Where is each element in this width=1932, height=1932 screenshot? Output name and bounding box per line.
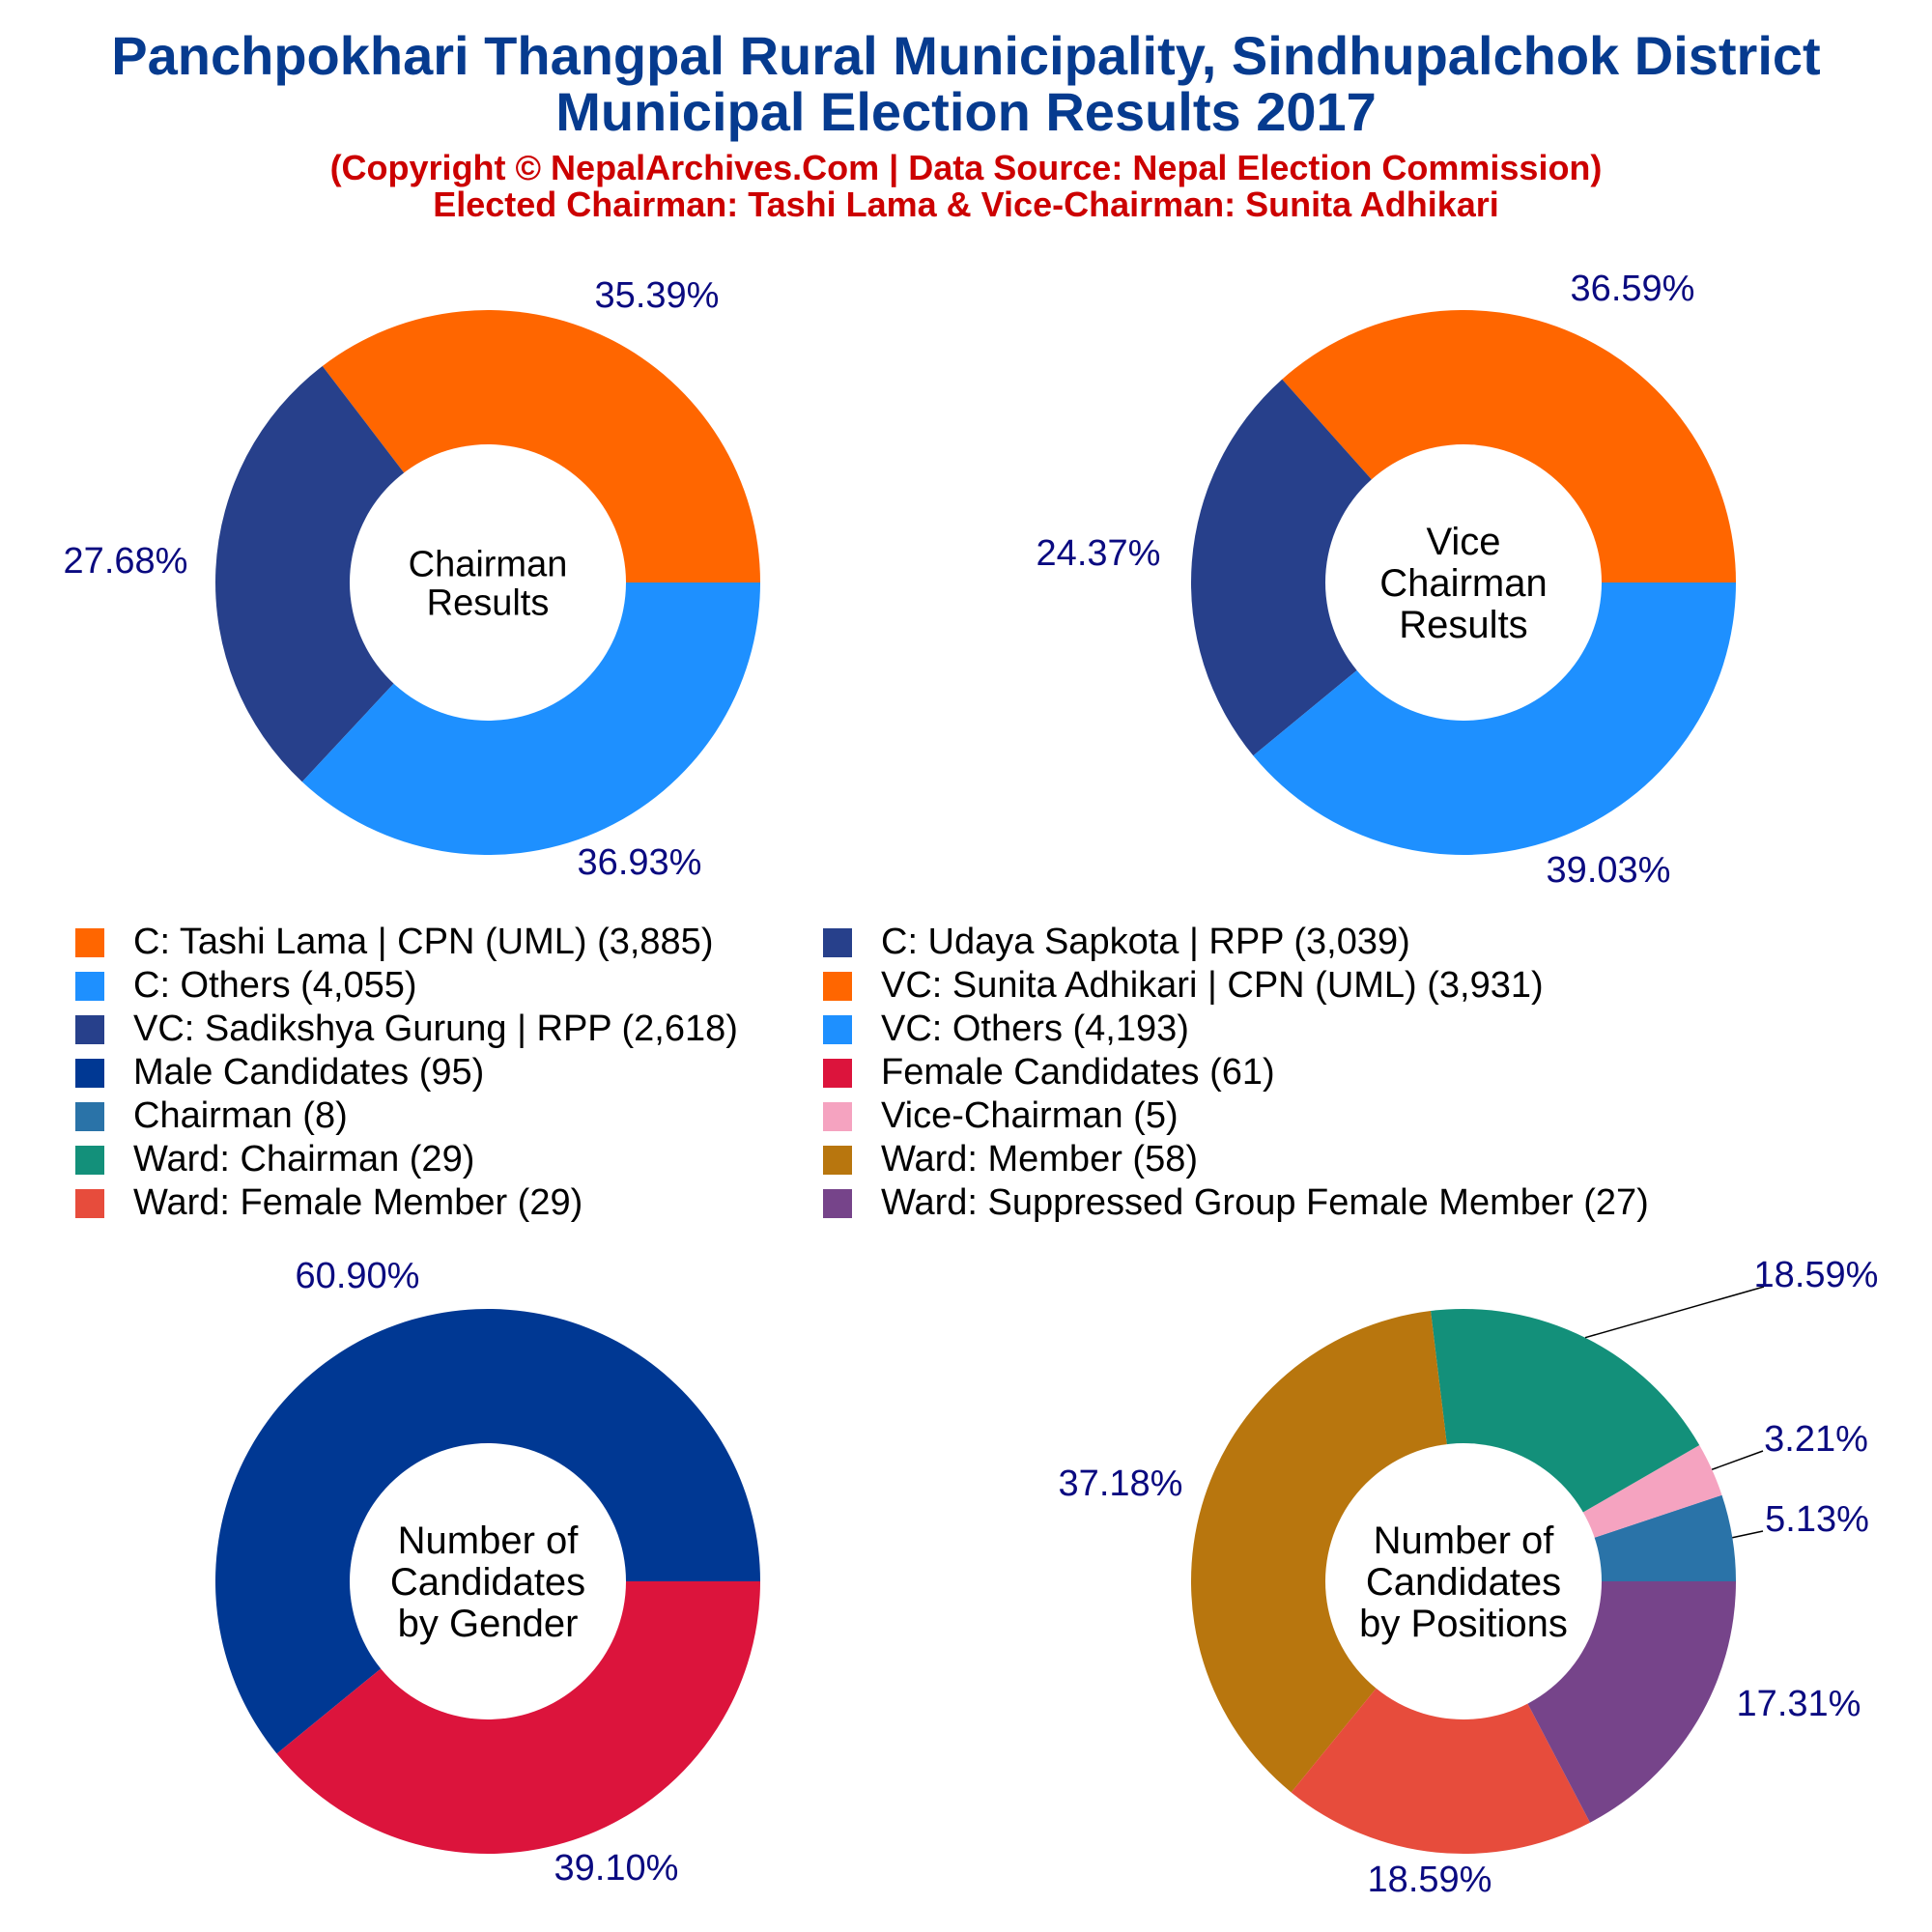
legend-swatch xyxy=(75,927,104,957)
legend-item-left-0: C: Tashi Lama | CPN (UML) (3,885) xyxy=(75,921,738,964)
pct-label-0-0: 35.39% xyxy=(595,275,720,316)
legend-swatch xyxy=(823,1101,852,1131)
pct-label-0-1: 27.68% xyxy=(64,541,188,582)
legend-item-right-2: VC: Others (4,193) xyxy=(823,1008,1649,1051)
center-label-1-0: Vice xyxy=(1426,521,1500,563)
leader-line-3-1 xyxy=(1711,1450,1764,1470)
pct-label-1-0: 36.59% xyxy=(1571,269,1695,309)
pie-slice-1-2 xyxy=(1253,582,1736,856)
donut-hole-0 xyxy=(350,444,626,721)
elected-officials-line: Elected Chairman: Tashi Lama & Vice-Chai… xyxy=(433,185,1499,224)
center-label-0-0: Chairman xyxy=(409,544,568,584)
chart-title-line2: Municipal Election Results 2017 xyxy=(555,81,1377,142)
pct-label-3-5: 17.31% xyxy=(1737,1684,1861,1724)
legend-label: C: Udaya Sapkota | RPP (3,039) xyxy=(881,922,1410,962)
pie-slice-0-2 xyxy=(301,582,760,855)
legend-label: VC: Sadikshya Gurung | RPP (2,618) xyxy=(133,1009,738,1049)
legend-swatch xyxy=(823,1188,852,1218)
legend-label: Ward: Member (58) xyxy=(881,1139,1198,1179)
donut-hole-1 xyxy=(1325,444,1602,721)
legend-swatch xyxy=(823,1145,852,1175)
pct-label-2-1: 39.10% xyxy=(554,1848,679,1889)
copyright-line: (Copyright © NepalArchives.Com | Data So… xyxy=(329,148,1603,187)
legend-label: Ward: Chairman (29) xyxy=(133,1139,475,1179)
center-label-1-2: Results xyxy=(1399,604,1527,646)
chart-title-line1: Panchpokhari Thangpal Rural Municipality… xyxy=(111,25,1821,86)
pie-slice-2-1 xyxy=(276,1581,760,1855)
legend-swatch xyxy=(823,971,852,1001)
legend-swatch xyxy=(823,1058,852,1088)
pie-slice-1-0 xyxy=(1282,309,1736,582)
legend-label: C: Others (4,055) xyxy=(133,965,417,1006)
legend-swatch xyxy=(75,1058,104,1088)
legend-swatch xyxy=(823,927,852,957)
donut-hole-2 xyxy=(350,1443,626,1719)
legend-label: VC: Sunita Adhikari | CPN (UML) (3,931) xyxy=(881,965,1544,1006)
legend-item-left-4: Chairman (8) xyxy=(75,1094,738,1138)
legend-item-left-5: Ward: Chairman (29) xyxy=(75,1138,738,1181)
legend-label: Chairman (8) xyxy=(133,1095,348,1136)
center-label-2-2: by Gender xyxy=(398,1603,579,1645)
center-label-3-0: Number of xyxy=(1374,1520,1555,1562)
legend-swatch xyxy=(75,971,104,1001)
pct-label-3-3: 37.18% xyxy=(1059,1463,1183,1504)
pct-label-1-1: 24.37% xyxy=(1037,533,1161,574)
pct-label-1-2: 39.03% xyxy=(1547,850,1671,891)
legend-item-right-6: Ward: Suppressed Group Female Member (27… xyxy=(823,1181,1649,1225)
pct-label-0-2: 36.93% xyxy=(578,842,702,883)
pie-slice-3-3 xyxy=(1191,1311,1463,1793)
legend-item-right-0: C: Udaya Sapkota | RPP (3,039) xyxy=(823,921,1649,964)
legend-swatch xyxy=(75,1014,104,1044)
pie-slice-0-0 xyxy=(322,310,760,582)
pct-label-3-0: 5.13% xyxy=(1765,1499,1869,1540)
donut-hole-3 xyxy=(1325,1443,1602,1719)
legend-right: C: Udaya Sapkota | RPP (3,039) VC: Sunita… xyxy=(823,921,1649,1225)
center-label-3-2: by Positions xyxy=(1359,1603,1568,1645)
leader-line-3-0 xyxy=(1732,1530,1764,1539)
legend-swatch xyxy=(75,1145,104,1175)
legend-swatch xyxy=(75,1188,104,1218)
center-label-3-1: Candidates xyxy=(1366,1561,1561,1604)
legend-item-left-2: VC: Sadikshya Gurung | RPP (2,618) xyxy=(75,1008,738,1051)
legend-item-right-3: Female Candidates (61) xyxy=(823,1051,1649,1094)
pct-label-3-1: 3.21% xyxy=(1764,1419,1868,1460)
center-label-1-1: Chairman xyxy=(1379,562,1547,605)
center-label-2-0: Number of xyxy=(398,1520,580,1562)
legend-label: Male Candidates (95) xyxy=(133,1052,485,1093)
leader-line-3-2 xyxy=(1584,1286,1765,1339)
pct-label-2-0: 60.90% xyxy=(296,1256,420,1296)
legend-item-right-5: Ward: Member (58) xyxy=(823,1138,1649,1181)
legend-swatch xyxy=(75,1101,104,1131)
legend-item-left-6: Ward: Female Member (29) xyxy=(75,1181,738,1225)
legend-item-right-1: VC: Sunita Adhikari | CPN (UML) (3,931) xyxy=(823,964,1649,1008)
pct-label-3-2: 18.59% xyxy=(1754,1255,1879,1295)
legend-label: Vice-Chairman (5) xyxy=(881,1095,1179,1136)
pct-label-3-4: 18.59% xyxy=(1368,1860,1492,1900)
legend-item-right-4: Vice-Chairman (5) xyxy=(823,1094,1649,1138)
legend-label: Ward: Female Member (29) xyxy=(133,1182,583,1223)
legend-swatch xyxy=(823,1014,852,1044)
legend-label: Female Candidates (61) xyxy=(881,1052,1275,1093)
legend-left: C: Tashi Lama | CPN (UML) (3,885) C: Othe… xyxy=(75,921,738,1225)
legend-item-left-3: Male Candidates (95) xyxy=(75,1051,738,1094)
legend-item-left-1: C: Others (4,055) xyxy=(75,964,738,1008)
legend-label: Ward: Suppressed Group Female Member (27… xyxy=(881,1182,1649,1223)
legend-label: VC: Others (4,193) xyxy=(881,1009,1189,1049)
legend-label: C: Tashi Lama | CPN (UML) (3,885) xyxy=(133,922,714,962)
center-label-0-1: Results xyxy=(427,582,550,623)
center-label-2-1: Candidates xyxy=(390,1561,585,1604)
